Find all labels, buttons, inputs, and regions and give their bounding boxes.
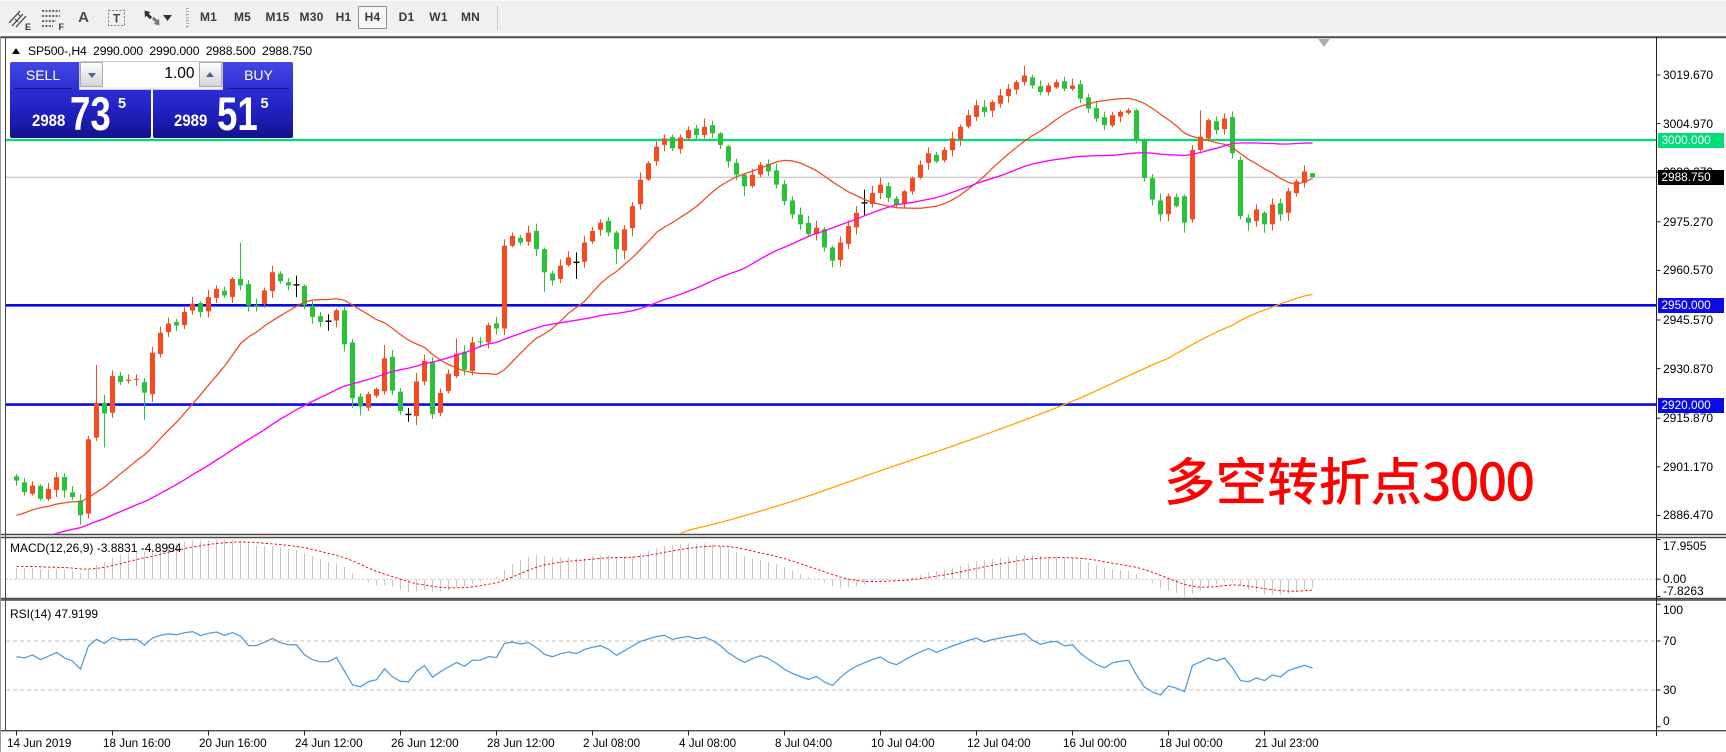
price-tick-2915.870: 2915.870 bbox=[1663, 411, 1714, 426]
buy-price-big: 51 bbox=[217, 86, 258, 138]
price-badge-2920.000: 2920.000 bbox=[1657, 397, 1724, 413]
rsi-axis-100: 100 bbox=[1663, 603, 1684, 618]
timeframe-button-m5[interactable]: M5 bbox=[233, 10, 252, 24]
toolbar: E F A T M1 M5 M15 M30 H1 H4 D1 W1 MN bbox=[0, 0, 1726, 37]
time-label-7: 4 Jul 08:00 bbox=[679, 737, 737, 750]
current-price-badge: 2988.750 bbox=[1657, 170, 1724, 186]
buy-underline bbox=[228, 88, 289, 90]
price-tick-2886.470: 2886.470 bbox=[1663, 508, 1714, 523]
macd-axis-0.00: 0.00 bbox=[1663, 572, 1687, 587]
time-label-2: 20 Jun 16:00 bbox=[199, 737, 267, 750]
fibonacci-retracement-icon[interactable]: F bbox=[41, 9, 64, 32]
down-arrow-icon bbox=[87, 73, 96, 78]
price-tick-3004.970: 3004.970 bbox=[1663, 116, 1714, 131]
text-icon[interactable]: A bbox=[78, 9, 89, 26]
timeframe-button-h4[interactable]: H4 bbox=[358, 6, 387, 29]
main-panel bbox=[6, 65, 1657, 534]
buy-label: BUY bbox=[244, 67, 273, 83]
chart-window bbox=[0, 36, 1726, 752]
rsi-name: RSI(14) bbox=[10, 607, 52, 621]
time-label-3: 24 Jun 12:00 bbox=[295, 737, 363, 750]
macd-axis-17.9505: 17.9505 bbox=[1663, 539, 1707, 553]
timeframe-button-w1[interactable]: W1 bbox=[429, 10, 448, 24]
time-label-12: 18 Jul 00:00 bbox=[1159, 737, 1223, 750]
timeframe-button-m30[interactable]: M30 bbox=[299, 10, 324, 24]
rsi-axis-70: 70 bbox=[1663, 634, 1677, 648]
buy-price-small: 2989 bbox=[174, 111, 208, 130]
overlay-sma20 bbox=[16, 97, 1313, 516]
buy-price-sup: 5 bbox=[260, 95, 269, 112]
time-label-9: 10 Jul 04:00 bbox=[871, 737, 935, 750]
rsi-axis-0: 0 bbox=[1663, 714, 1670, 729]
time-label-6: 2 Jul 08:00 bbox=[583, 737, 641, 750]
chart-shift-marker-icon[interactable] bbox=[1318, 39, 1330, 47]
price-badge-3000.000: 3000.000 bbox=[1657, 133, 1724, 148]
time-label-5: 28 Jun 12:00 bbox=[487, 737, 555, 750]
macd-value-2: -4.8994 bbox=[140, 541, 182, 555]
candles bbox=[14, 65, 1315, 525]
macd-name: MACD(12,26,9) bbox=[10, 541, 94, 555]
one-click-trade-panel: SELL 2988 73 5 BUY 2989 51 5 1.00 bbox=[10, 62, 293, 138]
time-label-8: 8 Jul 04:00 bbox=[775, 737, 833, 750]
rsi-line bbox=[16, 630, 1313, 696]
sell-underline bbox=[14, 88, 72, 90]
volume-control: 1.00 bbox=[80, 62, 222, 89]
macd-value-1: -3.8831 bbox=[96, 541, 138, 555]
timeframe-button-d1[interactable]: D1 bbox=[398, 10, 415, 24]
ohlc-low: 2988.500 bbox=[205, 44, 256, 58]
time-label-13: 21 Jul 23:00 bbox=[1255, 737, 1319, 750]
volume-increase-button[interactable] bbox=[198, 62, 222, 87]
sell-price-small: 2988 bbox=[32, 111, 66, 130]
symbol-name: SP500-,H4 bbox=[28, 44, 87, 58]
price-tick-3019.670: 3019.670 bbox=[1663, 67, 1714, 82]
arrows-dropdown-caret[interactable] bbox=[160, 5, 174, 30]
sell-price-sup: 5 bbox=[118, 95, 127, 112]
time-label-0: 14 Jun 2019 bbox=[7, 737, 72, 750]
price-tick-2901.170: 2901.170 bbox=[1663, 459, 1714, 474]
volume-input[interactable]: 1.00 bbox=[103, 62, 199, 87]
toolbar-separator bbox=[497, 5, 498, 30]
timeframe-button-m1[interactable]: M1 bbox=[199, 10, 218, 24]
macd-indicator-label: MACD(12,26,9) -3.8831 -4.8994 bbox=[10, 541, 181, 555]
rsi-panel bbox=[6, 630, 1657, 696]
overlay-sma200 bbox=[679, 293, 1313, 534]
toolbar-gripper[interactable] bbox=[186, 8, 189, 28]
arrows-icon[interactable] bbox=[139, 5, 164, 30]
ohlc-high: 2990.000 bbox=[149, 44, 200, 58]
time-label-10: 12 Jul 04:00 bbox=[967, 737, 1031, 750]
price-badge-2950.000: 2950.000 bbox=[1657, 298, 1724, 314]
price-tick-2930.870: 2930.870 bbox=[1663, 361, 1714, 376]
ohlc-open: 2990.000 bbox=[93, 44, 144, 58]
price-tick-2975.270: 2975.270 bbox=[1663, 214, 1714, 229]
text-label-icon[interactable]: T bbox=[104, 5, 129, 30]
overlay-sma50 bbox=[53, 142, 1313, 534]
time-label-11: 16 Jul 00:00 bbox=[1063, 737, 1127, 750]
volume-decrease-button[interactable] bbox=[80, 62, 103, 87]
up-arrow-icon bbox=[206, 72, 214, 77]
price-tick-2960.570: 2960.570 bbox=[1663, 263, 1714, 278]
macd-panel bbox=[6, 539, 1657, 597]
symbol-collapse-triangle-icon[interactable] bbox=[12, 48, 20, 54]
timeframe-button-h1[interactable]: H1 bbox=[335, 10, 352, 24]
timeframe-button-m15[interactable]: M15 bbox=[265, 10, 290, 24]
symbol-header: SP500-,H4 2990.000 2990.000 2988.500 298… bbox=[12, 44, 315, 58]
rsi-indicator-label: RSI(14) 47.9199 bbox=[10, 607, 98, 621]
sell-label: SELL bbox=[25, 67, 61, 83]
macd-signal-line bbox=[16, 541, 1313, 592]
sell-price-big: 73 bbox=[70, 86, 111, 138]
timeframe-button-mn[interactable]: MN bbox=[460, 10, 481, 24]
price-tick-2945.570: 2945.570 bbox=[1663, 312, 1714, 327]
ohlc-close: 2988.750 bbox=[262, 44, 313, 58]
rsi-axis-30: 30 bbox=[1663, 683, 1677, 697]
equidistant-channel-icon[interactable]: E bbox=[5, 5, 31, 32]
annotation-text bbox=[1167, 456, 1533, 505]
time-label-1: 18 Jun 16:00 bbox=[103, 737, 171, 750]
macd-axis--7.8263: -7.8263 bbox=[1663, 584, 1704, 598]
time-label-4: 26 Jun 12:00 bbox=[391, 737, 459, 750]
svg-text:T: T bbox=[112, 11, 120, 25]
rsi-value: 47.9199 bbox=[54, 607, 99, 621]
frame bbox=[0, 36, 1726, 752]
